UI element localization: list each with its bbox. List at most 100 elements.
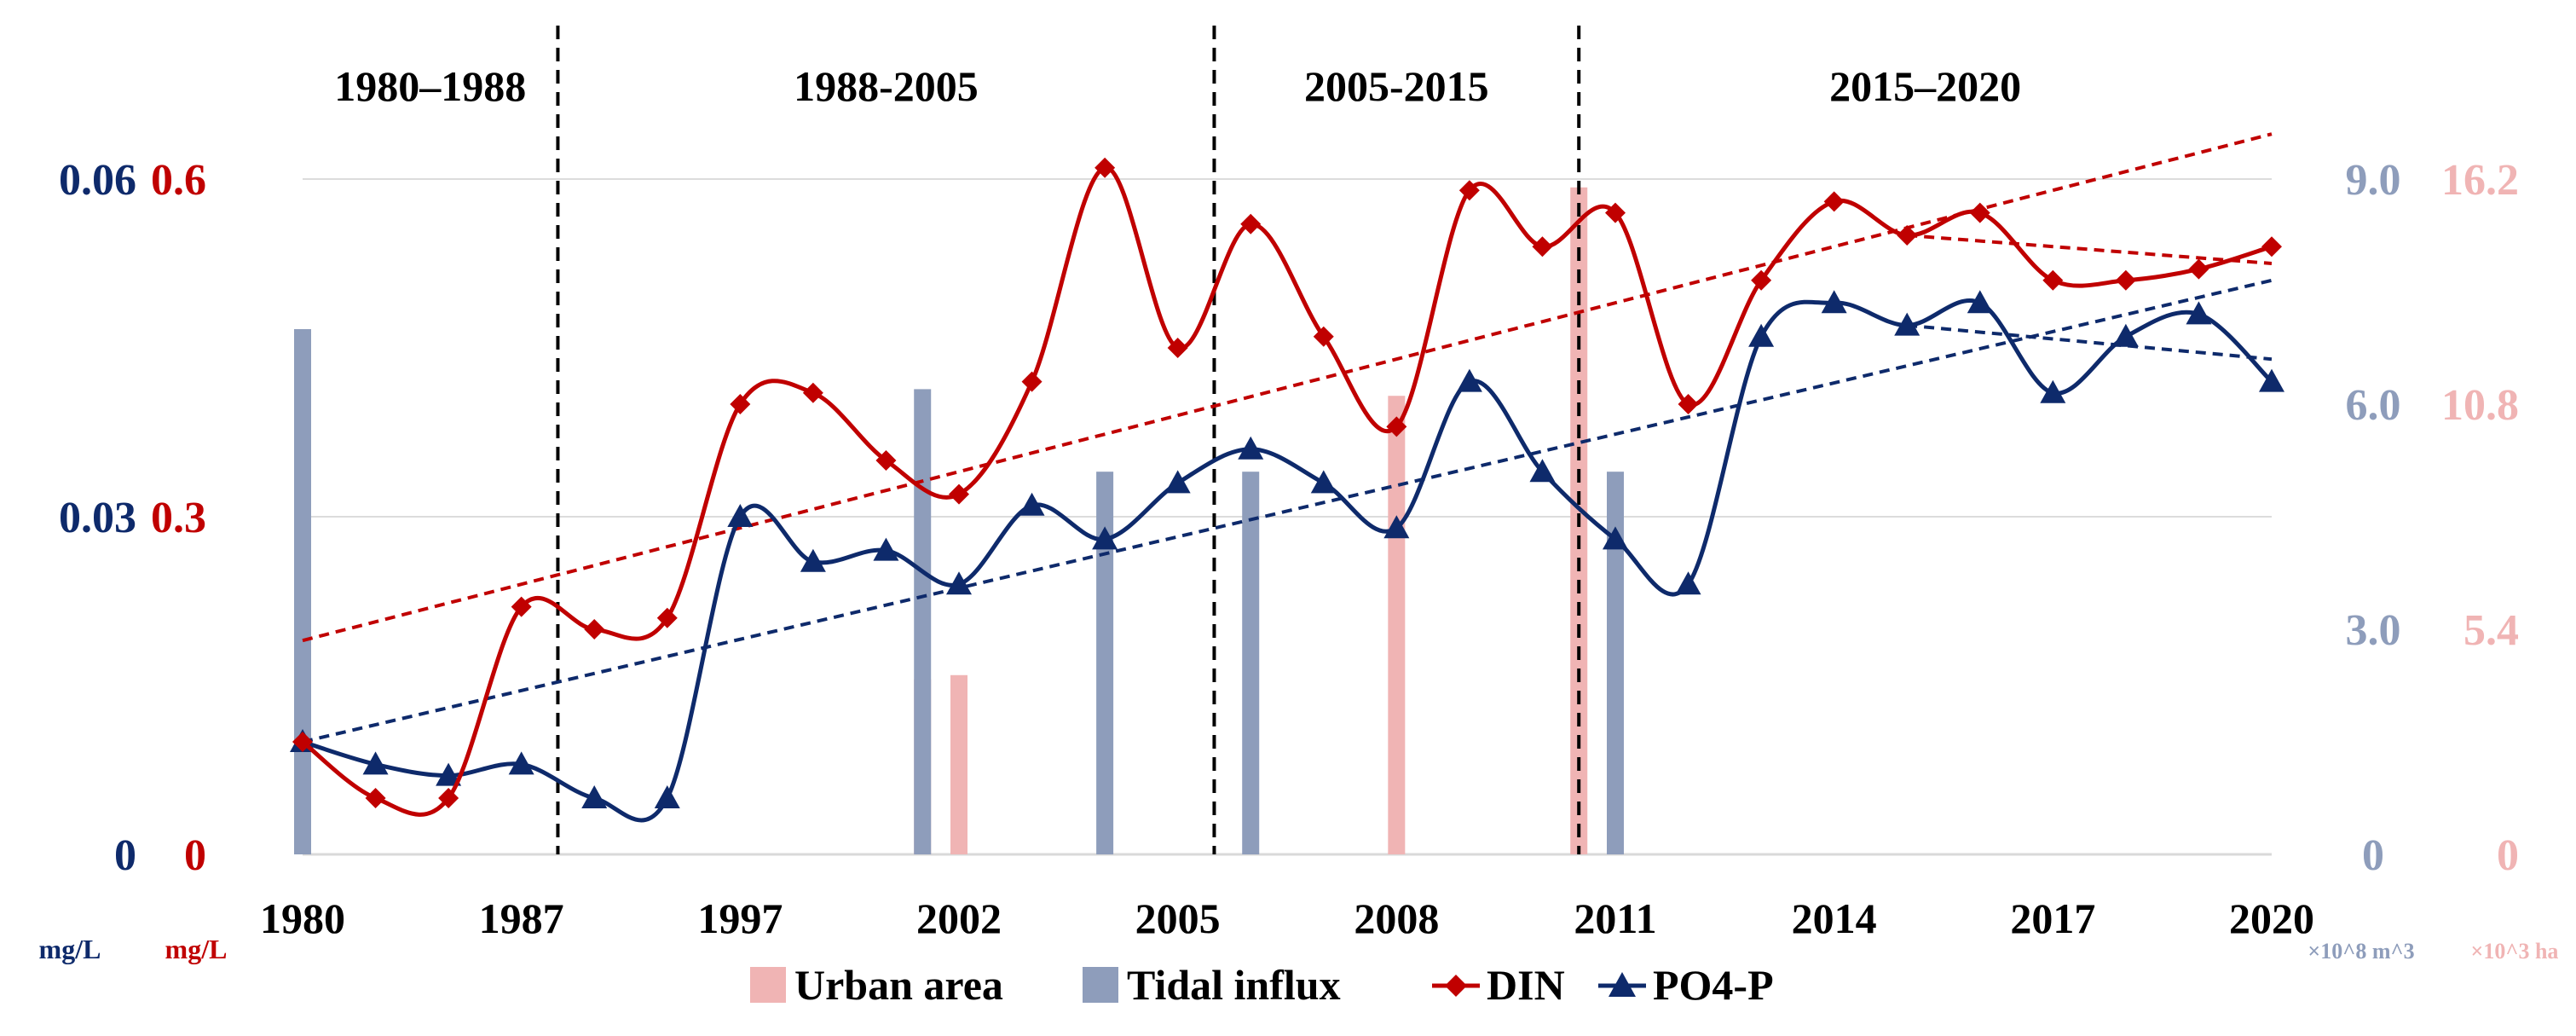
period-label: 1980–1988 — [334, 62, 526, 110]
po4p-point — [1603, 526, 1628, 550]
din-point — [292, 732, 313, 752]
po4-axis-tick: 0 — [114, 831, 136, 880]
din-point — [1823, 191, 1845, 212]
tidal-influx-bar — [294, 329, 311, 854]
legend-label: Tidal influx — [1127, 961, 1341, 1009]
din-axis-tick: 0.3 — [151, 494, 206, 542]
urban-axis-tick: 5.4 — [2463, 606, 2519, 655]
po4p-line — [302, 298, 2273, 823]
x-tick-label: 2020 — [2229, 894, 2314, 942]
din-point — [1167, 338, 1188, 358]
din-point — [1532, 236, 1553, 258]
po4p-point — [1675, 571, 1701, 595]
din-point — [1969, 202, 1990, 223]
po4p-point — [362, 751, 389, 775]
din-point — [1095, 157, 1116, 178]
din-point — [1605, 202, 1626, 223]
din-point — [1678, 394, 1699, 414]
din-trendline — [302, 132, 2273, 643]
legend-triangle-marker — [1609, 972, 1636, 997]
din-point — [656, 607, 678, 628]
din-trendline — [1907, 234, 2273, 265]
urban-axis-tick: 0 — [2497, 831, 2519, 880]
din-point — [2188, 258, 2209, 280]
x-tick-label: 2017 — [2010, 894, 2095, 942]
din-point — [2115, 269, 2136, 291]
po4p-trendline — [302, 278, 2273, 744]
din-point — [1240, 213, 1262, 234]
din-point — [1313, 326, 1334, 347]
po4p-point — [946, 571, 972, 595]
urban-axis-tick: 10.8 — [2441, 381, 2519, 430]
tidal-influx-bar — [914, 389, 932, 854]
po4p-point — [436, 762, 462, 786]
po4-axis-unit: mg/L — [39, 934, 101, 964]
legend-swatch-urban-area — [750, 967, 786, 1003]
x-tick-label: 2014 — [1792, 894, 1877, 942]
po4p-point — [1967, 290, 1993, 314]
din-point — [1458, 180, 1480, 201]
din-point — [802, 382, 823, 403]
legend-label: Urban area — [794, 961, 1003, 1009]
po4p-point — [1092, 526, 1118, 550]
din-point — [949, 483, 969, 505]
din-point — [438, 788, 459, 808]
urban-area-bar — [950, 674, 967, 854]
po4p-point — [508, 751, 534, 775]
po4p-point — [1748, 323, 1775, 347]
po4p-point — [2259, 368, 2284, 392]
po4p-point — [1821, 290, 1847, 314]
po4p-point — [727, 504, 754, 527]
po4p-point — [654, 785, 680, 808]
urban-axis-unit: ×10^3 ha — [2471, 939, 2559, 964]
din-point — [584, 619, 605, 640]
x-tick-label: 2011 — [1574, 894, 1656, 942]
x-tick-label: 2008 — [1354, 894, 1439, 942]
tidal-influx-bar — [1242, 472, 1260, 854]
po4p-point — [1164, 470, 1191, 494]
tidal-influx-bar — [1096, 472, 1114, 854]
din-point — [1897, 225, 1918, 246]
urban-area-bar — [1388, 396, 1406, 854]
tidal-axis-tick: 0 — [2362, 831, 2384, 880]
din-point — [1386, 416, 1407, 437]
po4p-point — [2112, 323, 2139, 347]
po4p-point — [1529, 459, 1556, 483]
legend-swatch-tidal-influx — [1083, 967, 1118, 1003]
tidal-axis-tick: 6.0 — [2346, 381, 2401, 430]
din-point — [365, 788, 386, 808]
din-line — [301, 165, 2273, 817]
po4p-point — [1238, 436, 1264, 460]
po4p-point — [1310, 470, 1337, 494]
tidal-axis-tick: 3.0 — [2346, 606, 2401, 655]
period-label: 2015–2020 — [1829, 62, 2021, 110]
po4p-point — [1019, 492, 1045, 516]
x-tick-label: 1987 — [479, 894, 564, 942]
po4p-point — [2040, 379, 2066, 403]
tidal-axis-unit: ×10^8 m^3 — [2307, 939, 2414, 964]
po4p-point — [581, 785, 608, 808]
tidal-axis-tick: 9.0 — [2346, 156, 2401, 205]
din-point — [511, 596, 532, 617]
period-label: 1988-2005 — [794, 62, 979, 110]
po4-axis-tick: 0.06 — [59, 156, 136, 205]
din-axis-unit: mg/L — [165, 934, 228, 964]
urban-axis-tick: 16.2 — [2441, 156, 2519, 205]
po4p-point — [1383, 515, 1410, 539]
din-axis-tick: 0 — [184, 831, 206, 880]
tidal-influx-bar — [1607, 472, 1624, 854]
po4p-trendline — [1907, 323, 2273, 362]
x-tick-label: 1980 — [260, 894, 345, 942]
po4p-point — [2186, 301, 2212, 325]
legend-label: DIN — [1487, 961, 1565, 1009]
x-tick-label: 1997 — [697, 894, 783, 942]
legend-diamond-marker — [1445, 975, 1467, 997]
period-label: 2005-2015 — [1304, 62, 1489, 110]
x-tick-label: 2005 — [1135, 894, 1221, 942]
po4p-point — [800, 548, 826, 572]
din-point — [730, 394, 751, 414]
din-axis-tick: 0.6 — [151, 156, 206, 205]
din-point — [875, 450, 897, 471]
x-tick-label: 2002 — [916, 894, 1002, 942]
